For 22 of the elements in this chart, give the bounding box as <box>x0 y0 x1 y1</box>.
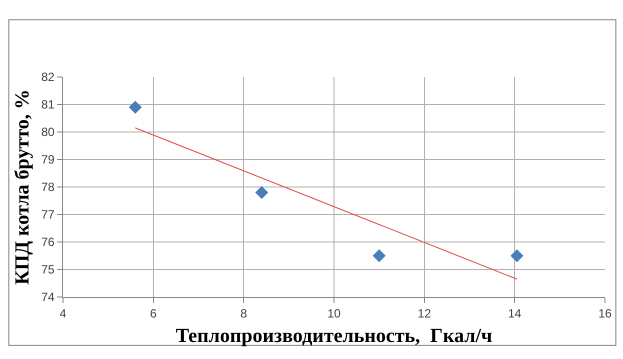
x-tick-label: 14 <box>508 306 522 320</box>
x-tick-label: 16 <box>598 306 612 320</box>
y-tick-label: 82 <box>41 70 55 84</box>
y-tick-label: 81 <box>41 98 55 112</box>
point <box>510 249 524 262</box>
y-axis-title: КПД котла брутто, % <box>12 89 34 285</box>
x-tick-label: 8 <box>240 306 248 320</box>
y-tick-label: 80 <box>41 125 55 140</box>
x-tick-label: 10 <box>327 306 341 320</box>
x-tick-label: 6 <box>150 306 157 320</box>
y-tick-label: 74 <box>41 290 55 304</box>
y-tick-label: 76 <box>41 235 55 250</box>
y-tick-label: 75 <box>41 262 55 277</box>
y-tick-label: 77 <box>41 208 55 222</box>
x-tick-label: 4 <box>60 306 67 320</box>
point <box>372 249 386 262</box>
y-tick-label: 78 <box>41 180 55 194</box>
point <box>255 186 268 199</box>
y-tick-label: 79 <box>41 152 55 167</box>
x-tick-label: 12 <box>418 306 432 320</box>
x-axis-title: Теплопроизводительность, Гкал/ч <box>176 324 492 347</box>
point <box>128 100 142 114</box>
